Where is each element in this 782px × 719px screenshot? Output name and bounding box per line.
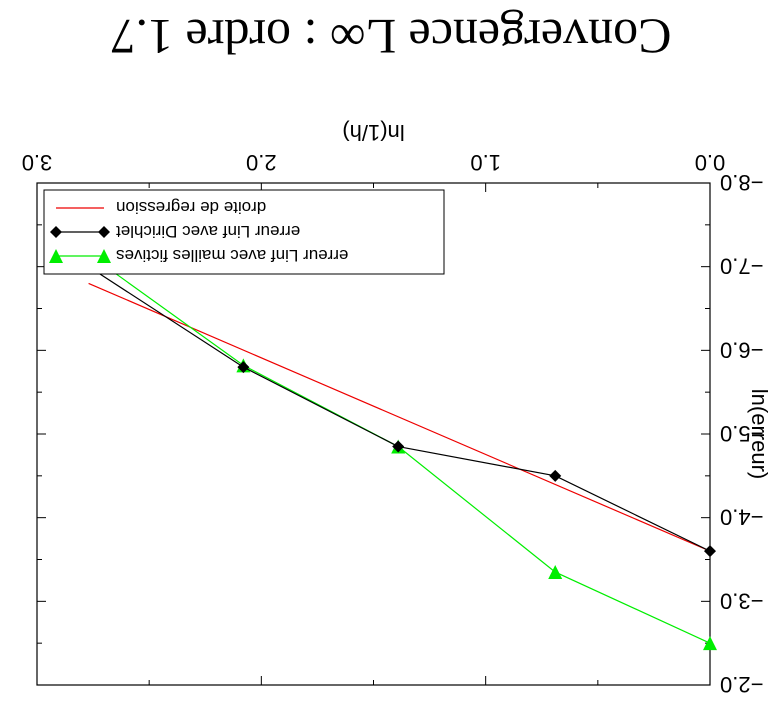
legend-marker — [49, 249, 63, 263]
y-axis-label: ln(erreur) — [747, 389, 772, 479]
x-tick-label: 2.0 — [246, 150, 277, 175]
y-tick-label: −5.0 — [720, 421, 763, 446]
x-tick-label: 1.0 — [470, 150, 501, 175]
series-layer — [81, 247, 717, 651]
legend-entry: erreur Linf avec mailles fictives — [49, 246, 348, 265]
chart-title: Convergence L∞ : ordre 1.7 — [111, 9, 672, 65]
legend-entry: erreur Linf avec Dirichlet — [50, 222, 300, 241]
series-line — [88, 282, 711, 552]
data-point — [703, 636, 717, 651]
y-tick-label: −6.0 — [720, 337, 763, 362]
series-line — [88, 266, 711, 552]
x-tick-label: 3.0 — [22, 150, 53, 175]
legend-marker — [97, 249, 111, 263]
y-tick-label: −7.0 — [720, 254, 763, 279]
legend-label: erreur Linf avec mailles fictives — [116, 246, 348, 265]
data-point — [548, 565, 563, 580]
legend-marker — [98, 226, 110, 238]
rotated-chart: Convergence L∞ : ordre 1.7 0.01.02.03.0 … — [22, 9, 772, 697]
series-2 — [88, 282, 711, 552]
y-axis-ticks: −8.0 −7.0 −6.0 −5.0 −4.0 −3.0 −2.0 — [37, 170, 763, 697]
x-axis-ticks: 0.0 1.0 2.0 3.0 — [22, 150, 726, 685]
data-point — [392, 440, 405, 453]
legend: erreur Linf avec mailles fictives erreur … — [43, 189, 445, 275]
legend-entry: droite de regression — [56, 198, 266, 217]
y-tick-label: −2.0 — [720, 672, 763, 697]
legend-items: erreur Linf avec mailles fictives erreur … — [49, 198, 348, 265]
data-point — [237, 361, 250, 374]
legend-label: erreur Linf avec Dirichlet — [116, 222, 301, 241]
x-tick-label: 0.0 — [695, 150, 726, 175]
y-tick-label: −4.0 — [720, 505, 763, 530]
y-tick-label: −3.0 — [720, 588, 763, 613]
x-axis-label: ln(1/h) — [342, 120, 404, 145]
data-point — [549, 469, 562, 482]
legend-marker — [50, 226, 62, 238]
legend-label: droite de regression — [116, 198, 266, 217]
data-point — [704, 545, 716, 558]
y-tick-label: −8.0 — [720, 170, 763, 195]
legend-box — [43, 189, 445, 275]
